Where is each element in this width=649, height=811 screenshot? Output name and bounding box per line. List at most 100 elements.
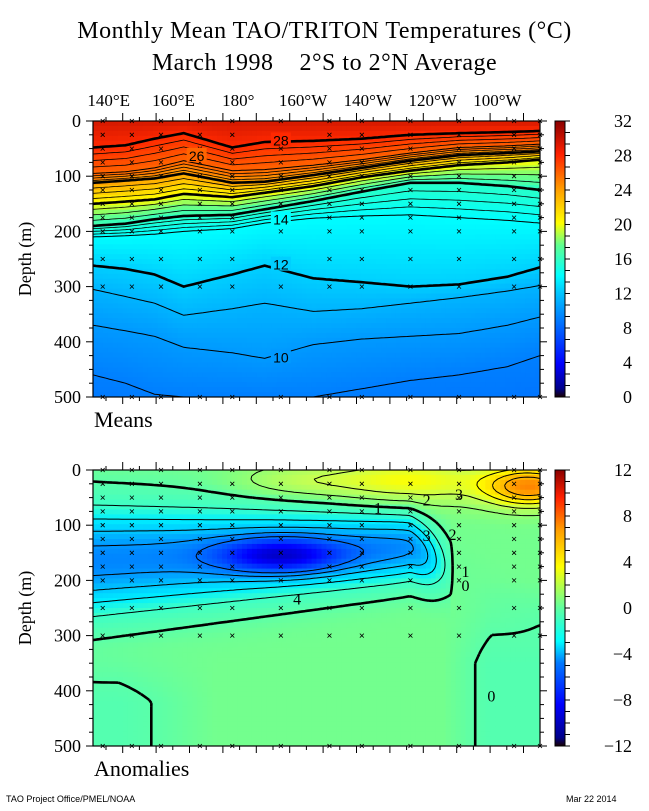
field-cell	[256, 392, 263, 397]
field-cell	[510, 194, 516, 201]
field-cell	[520, 382, 526, 388]
field-cell	[122, 175, 129, 181]
field-cell	[271, 372, 278, 378]
field-cell	[465, 303, 472, 309]
field-cell	[356, 140, 362, 147]
field-cell	[137, 239, 144, 245]
field-cell	[217, 229, 223, 235]
field-cell	[510, 145, 516, 152]
field-cell	[381, 293, 387, 300]
field-cell	[127, 303, 134, 309]
field-cell	[207, 342, 213, 349]
field-cell	[520, 308, 526, 314]
field-cell	[455, 357, 462, 364]
field-cell	[261, 224, 268, 231]
field-cell	[450, 347, 457, 354]
field-cell	[490, 180, 496, 186]
field-cell	[455, 170, 462, 176]
field-cell	[405, 194, 412, 201]
field-cell	[122, 170, 129, 176]
field-cell	[515, 180, 521, 186]
field-cell	[475, 155, 481, 162]
field-cell	[97, 387, 104, 393]
field-cell	[132, 185, 139, 191]
field-cell	[331, 239, 337, 245]
field-cell	[147, 194, 154, 201]
field-cell	[386, 382, 392, 388]
field-cell	[400, 377, 407, 383]
field-cell	[281, 121, 288, 127]
field-cell	[450, 392, 457, 397]
field-cell	[237, 175, 243, 181]
field-cell	[331, 219, 337, 226]
field-cell	[276, 190, 283, 196]
field-cell	[222, 125, 228, 132]
field-cell	[341, 249, 347, 255]
field-cell	[520, 224, 526, 231]
field-cell	[246, 382, 253, 388]
field-cell	[331, 318, 337, 324]
field-cell	[525, 160, 531, 166]
field-cell	[341, 259, 347, 265]
field-cell	[112, 244, 119, 250]
field-cell	[480, 367, 486, 373]
field-cell	[475, 209, 481, 216]
field-cell	[480, 180, 486, 186]
field-cell	[351, 357, 357, 364]
field-cell	[440, 254, 447, 260]
field-cell	[475, 328, 481, 334]
field-cell	[271, 185, 278, 191]
field-cell	[162, 259, 169, 265]
field-cell	[142, 249, 149, 255]
field-cell	[465, 249, 472, 255]
field-cell	[122, 244, 129, 250]
field-cell	[336, 382, 342, 388]
field-cell	[202, 170, 208, 176]
field-cell	[97, 328, 104, 334]
field-cell	[475, 229, 481, 235]
field-cell	[381, 190, 387, 196]
field-cell	[336, 229, 342, 235]
field-cell	[460, 254, 467, 260]
field-cell	[465, 199, 472, 206]
field-cell	[490, 204, 496, 211]
field-cell	[525, 377, 531, 383]
field-cell	[197, 204, 203, 211]
field-cell	[391, 308, 397, 314]
field-cell	[485, 357, 491, 364]
field-cell	[147, 185, 154, 191]
field-cell	[480, 357, 486, 364]
field-cell	[202, 362, 208, 369]
field-cell	[246, 268, 253, 275]
field-cell	[187, 308, 193, 314]
field-cell	[395, 372, 402, 378]
field-cell	[450, 263, 457, 270]
field-cell	[420, 392, 427, 397]
field-cell	[167, 342, 174, 349]
field-cell	[93, 337, 99, 344]
field-cell	[361, 254, 367, 260]
field-cell	[261, 303, 268, 309]
field-cell	[137, 190, 144, 196]
field-cell	[505, 121, 511, 127]
field-cell	[271, 199, 278, 206]
field-cell	[107, 318, 114, 324]
field-cell	[276, 288, 283, 295]
field-cell	[127, 367, 134, 373]
field-cell	[271, 308, 278, 314]
field-cell	[107, 209, 114, 216]
field-cell	[425, 160, 432, 166]
field-cell	[207, 352, 213, 359]
field-cell	[480, 347, 486, 354]
field-cell	[510, 204, 516, 211]
field-cell	[386, 259, 392, 265]
field-cell	[117, 165, 124, 171]
field-cell	[480, 175, 486, 181]
field-cell	[356, 293, 362, 300]
field-cell	[212, 263, 218, 270]
field-cell	[321, 342, 328, 349]
field-cell	[167, 259, 174, 265]
field-cell	[266, 180, 273, 186]
field-cell	[415, 352, 422, 359]
